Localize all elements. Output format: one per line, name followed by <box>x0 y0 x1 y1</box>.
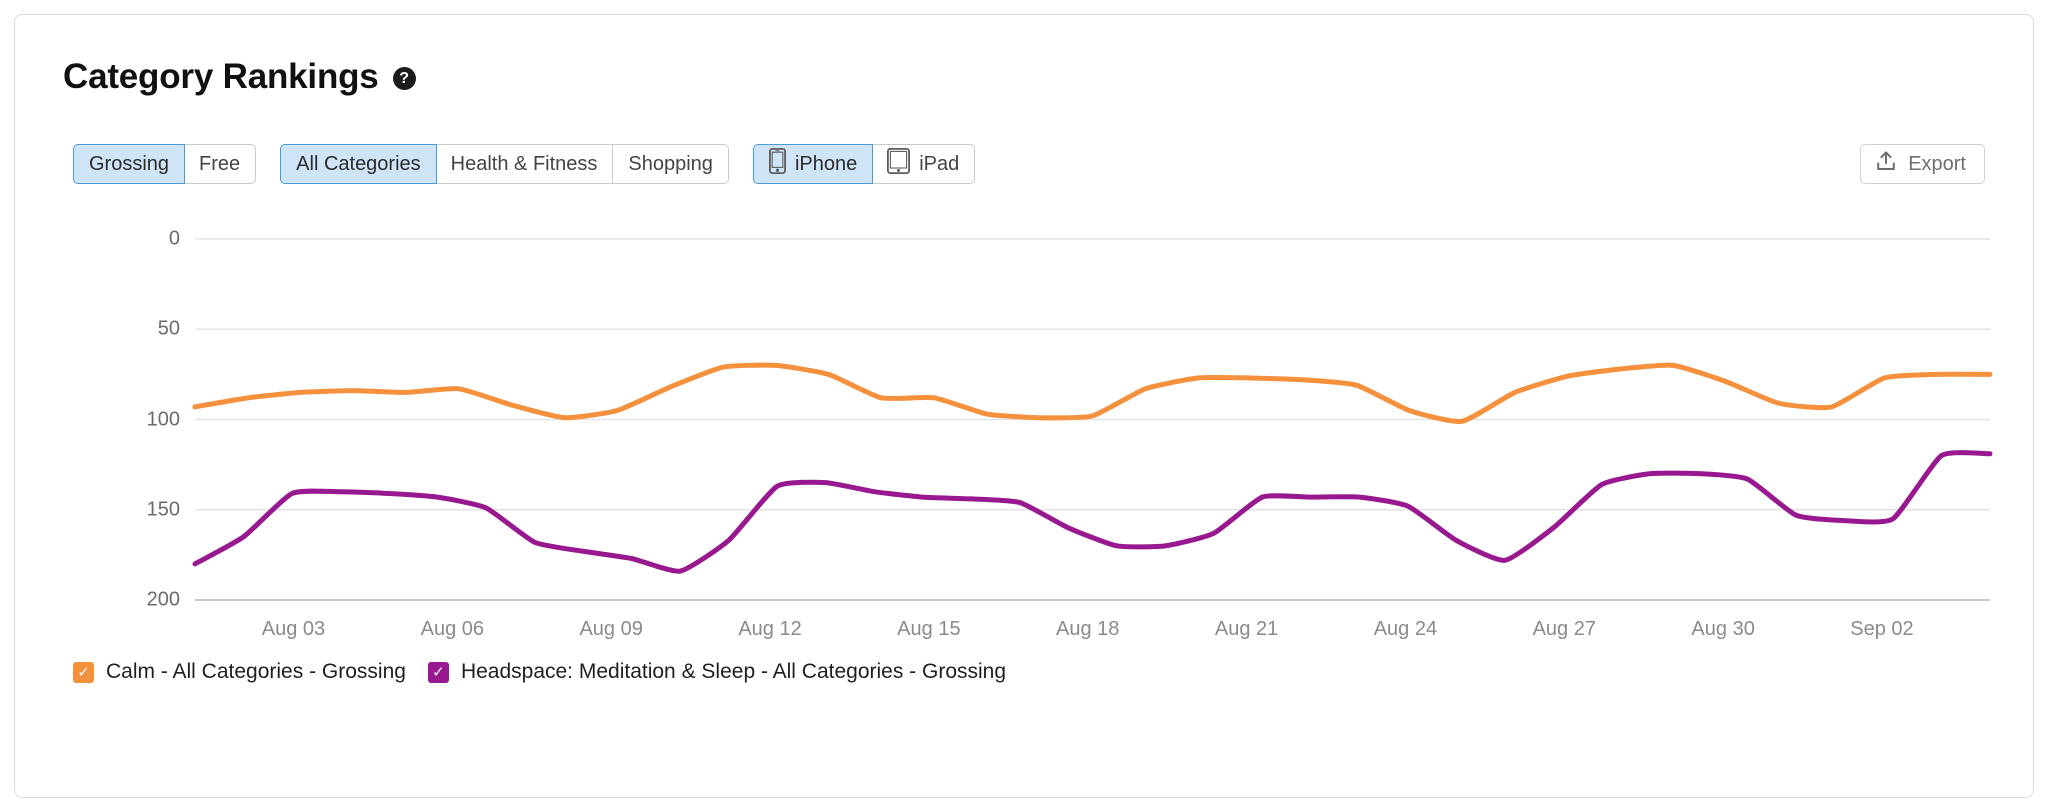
legend-checkbox-headspace[interactable]: ✓ <box>427 661 449 683</box>
y-axis-tick: 50 <box>157 317 180 340</box>
question-mark-icon[interactable]: ? <box>392 67 416 90</box>
filter-ipad-label: iPad <box>919 152 960 175</box>
y-axis-tick: 100 <box>146 408 180 430</box>
chart-canvas <box>192 238 1993 601</box>
export-label: Export <box>1908 152 1966 175</box>
legend-item-calm[interactable]: ✓ Calm - All Categories - Grossing <box>73 660 406 684</box>
legend-item-headspace[interactable]: ✓ Headspace: Meditation & Sleep - All Ca… <box>427 660 1007 684</box>
upload-icon <box>1875 150 1897 178</box>
device-button-group: iPhone iPad <box>752 144 976 184</box>
filter-iphone-label: iPhone <box>794 152 858 175</box>
y-axis-tick: 0 <box>168 227 180 250</box>
filter-health-fitness-label: Health & Fitness <box>450 152 598 175</box>
series-line <box>192 362 1993 424</box>
category-button-group: All Categories Health & Fitness Shopping <box>280 144 729 184</box>
filter-grossing-button[interactable]: Grossing <box>73 144 186 184</box>
export-button[interactable]: Export <box>1860 144 1985 184</box>
x-axis-tick: Aug 27 <box>1532 618 1596 640</box>
filter-all-categories-button[interactable]: All Categories <box>280 144 437 184</box>
legend-checkbox-calm[interactable]: ✓ <box>73 661 94 683</box>
y-axis-tick: 150 <box>146 498 180 521</box>
legend-label-headspace: Headspace: Meditation & Sleep - All Cate… <box>460 660 1007 683</box>
iphone-icon <box>768 147 786 180</box>
chart-series <box>192 362 1993 574</box>
ipad-icon <box>887 147 911 180</box>
filter-health-fitness-button[interactable]: Health & Fitness <box>435 144 613 184</box>
x-axis-tick: Aug 06 <box>420 618 485 640</box>
filter-all-categories-label: All Categories <box>296 152 421 175</box>
x-axis-tick: Aug 09 <box>579 618 643 640</box>
x-axis-tick: Aug 03 <box>261 618 326 640</box>
filter-shopping-label: Shopping <box>628 152 713 175</box>
chart-legend: ✓ Calm - All Categories - Grossing ✓ Hea… <box>73 660 1006 684</box>
filter-iphone-button[interactable]: iPhone <box>752 144 874 184</box>
x-axis-tick: Aug 30 <box>1691 618 1755 640</box>
filter-free-label: Free <box>199 152 241 175</box>
rankings-line-chart: 0 50 100 150 200 Aug 03 Aug 06 Aug 09 Aug 12 Aug… <box>15 15 2035 799</box>
page-title: Category Rankings <box>63 57 379 96</box>
revenue-type-button-group: Grossing Free <box>73 144 257 184</box>
series-line <box>192 450 1993 574</box>
x-axis-tick: Aug 15 <box>897 618 961 640</box>
x-axis-tick: Sep 02 <box>1850 618 1914 640</box>
card-header: Category Rankings ? <box>63 59 416 94</box>
x-axis-tick: Aug 24 <box>1373 618 1438 640</box>
x-axis-tick: Aug 12 <box>738 618 802 640</box>
x-axis-tick: Aug 18 <box>1056 618 1120 640</box>
category-rankings-card: Category Rankings ? Grossing Free All Ca… <box>14 14 2034 798</box>
filter-ipad-button[interactable]: iPad <box>872 144 976 184</box>
legend-label-calm: Calm - All Categories - Grossing <box>106 660 406 683</box>
filter-grossing-label: Grossing <box>89 152 170 175</box>
filter-free-button[interactable]: Free <box>184 144 257 184</box>
filter-shopping-button[interactable]: Shopping <box>612 144 729 184</box>
y-axis-tick: 200 <box>146 588 180 611</box>
chart-gridlines <box>195 238 1990 601</box>
x-axis-tick: Aug 21 <box>1214 618 1279 640</box>
filter-toolbar: Grossing Free All Categories Health & Fi… <box>73 144 999 184</box>
